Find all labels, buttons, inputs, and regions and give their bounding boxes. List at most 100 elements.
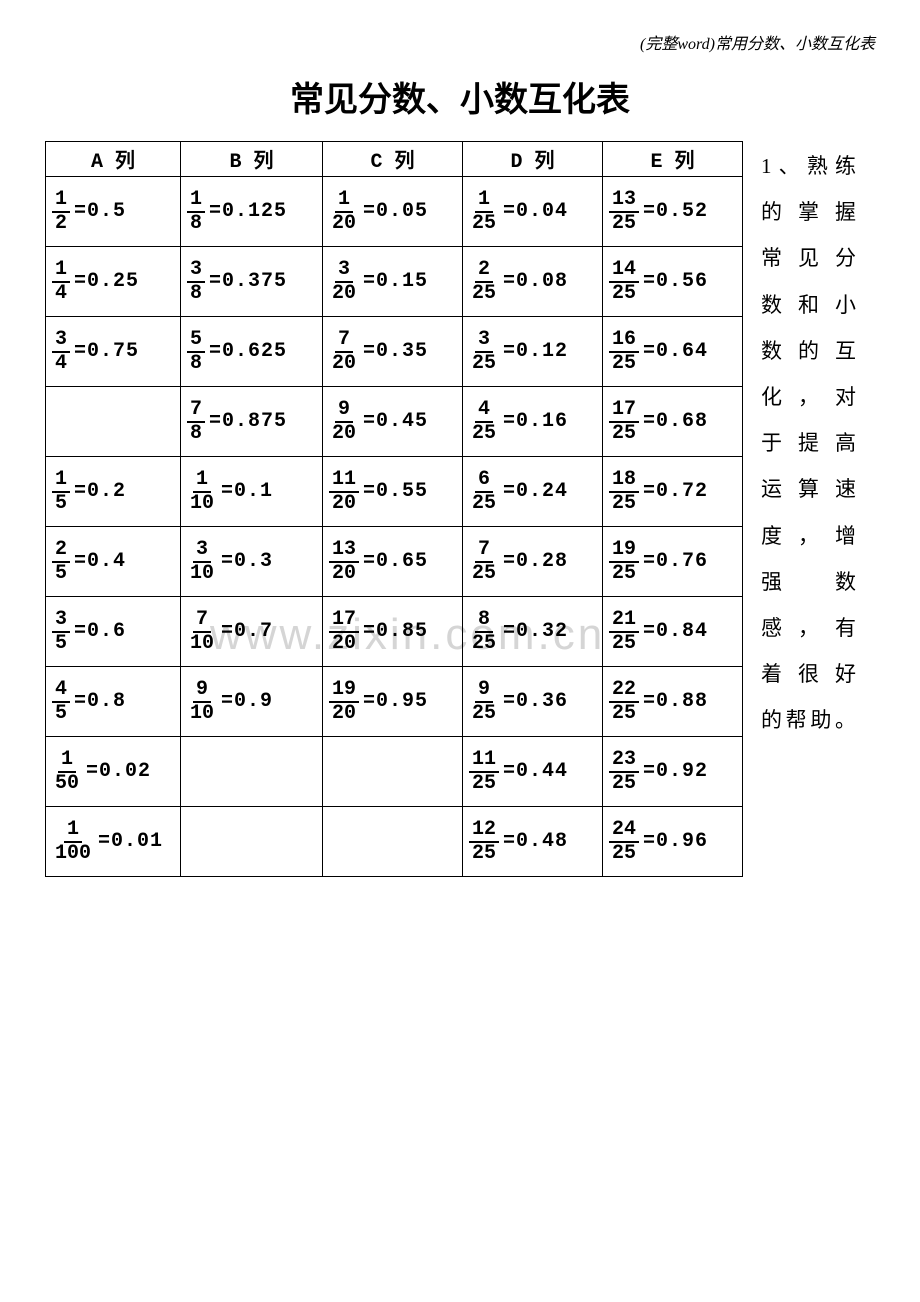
table-header: D 列 xyxy=(463,142,603,177)
denominator: 25 xyxy=(469,493,499,514)
fraction-cell: 910 =0.9 xyxy=(187,680,316,724)
fraction-cell: 15 =0.2 xyxy=(52,470,174,514)
decimal-value: =0.08 xyxy=(503,270,568,293)
fraction: 310 xyxy=(187,540,217,584)
numerator: 2 xyxy=(52,540,70,563)
fraction-cell: 2325 =0.92 xyxy=(609,750,736,794)
decimal-value: =0.64 xyxy=(643,340,708,363)
content-wrapper: A 列B 列C 列D 列E 列 12 =0.518 =0.125120 =0.0… xyxy=(45,141,875,877)
fraction: 225 xyxy=(469,260,499,304)
fraction-cell: 150 =0.02 xyxy=(52,750,174,794)
side-text-line: 度，增 xyxy=(761,513,856,559)
side-text-line: 数和小 xyxy=(761,282,856,328)
numerator: 7 xyxy=(475,540,493,563)
table-row: 35 =0.6710 =0.71720 =0.85825 =0.322125 =… xyxy=(46,597,743,667)
numerator: 9 xyxy=(335,400,353,423)
decimal-value: =0.2 xyxy=(74,480,126,503)
numerator: 3 xyxy=(52,610,70,633)
table-cell: 1725 =0.68 xyxy=(603,387,743,457)
table-cell: 1925 =0.76 xyxy=(603,527,743,597)
numerator: 2 xyxy=(475,260,493,283)
decimal-value: =0.55 xyxy=(363,480,428,503)
denominator: 25 xyxy=(609,213,639,234)
numerator: 1 xyxy=(52,260,70,283)
fraction-cell: 710 =0.7 xyxy=(187,610,316,654)
table-cell: 58 =0.625 xyxy=(181,317,323,387)
decimal-value: =0.4 xyxy=(74,550,126,573)
numerator: 1 xyxy=(52,190,70,213)
fraction-cell: 2125 =0.84 xyxy=(609,610,736,654)
fraction-cell: 1125 =0.44 xyxy=(469,750,596,794)
numerator: 22 xyxy=(609,680,639,703)
fraction: 920 xyxy=(329,400,359,444)
denominator: 20 xyxy=(329,563,359,584)
decimal-value: =0.95 xyxy=(363,690,428,713)
fraction: 725 xyxy=(469,540,499,584)
table-cell: 1100 =0.01 xyxy=(46,807,181,877)
decimal-value: =0.45 xyxy=(363,410,428,433)
numerator: 5 xyxy=(187,330,205,353)
fraction: 625 xyxy=(469,470,499,514)
side-text-line: 的掌握 xyxy=(761,189,856,235)
fraction-cell: 18 =0.125 xyxy=(187,190,316,234)
numerator: 3 xyxy=(187,260,205,283)
fraction-cell: 1325 =0.52 xyxy=(609,190,736,234)
fraction-table: A 列B 列C 列D 列E 列 12 =0.518 =0.125120 =0.0… xyxy=(45,141,743,877)
table-cell: 825 =0.32 xyxy=(463,597,603,667)
table-header: C 列 xyxy=(323,142,463,177)
table-cell: 78 =0.875 xyxy=(181,387,323,457)
table-cell xyxy=(181,807,323,877)
fraction-cell: 14 =0.25 xyxy=(52,260,174,304)
table-cell: 120 =0.05 xyxy=(323,177,463,247)
fraction: 78 xyxy=(187,400,205,444)
decimal-value: =0.96 xyxy=(643,830,708,853)
fraction: 1120 xyxy=(329,470,359,514)
fraction-cell: 1320 =0.65 xyxy=(329,540,456,584)
side-text-line: 化，对 xyxy=(761,374,856,420)
fraction-cell: 2425 =0.96 xyxy=(609,820,736,864)
fraction: 1425 xyxy=(609,260,639,304)
decimal-value: =0.9 xyxy=(221,690,273,713)
numerator: 3 xyxy=(193,540,211,563)
table-cell: 710 =0.7 xyxy=(181,597,323,667)
fraction-cell: 125 =0.04 xyxy=(469,190,596,234)
fraction-cell: 35 =0.6 xyxy=(52,610,174,654)
denominator: 4 xyxy=(52,353,70,374)
decimal-value: =0.125 xyxy=(209,200,287,223)
fraction: 2425 xyxy=(609,820,639,864)
numerator: 18 xyxy=(609,470,639,493)
denominator: 5 xyxy=(52,493,70,514)
fraction-cell: 1825 =0.72 xyxy=(609,470,736,514)
decimal-value: =0.28 xyxy=(503,550,568,573)
numerator: 12 xyxy=(469,820,499,843)
table-cell: 310 =0.3 xyxy=(181,527,323,597)
side-text-line: 运算速 xyxy=(761,466,856,512)
denominator: 25 xyxy=(609,563,639,584)
denominator: 25 xyxy=(609,493,639,514)
fraction-cell: 2225 =0.88 xyxy=(609,680,736,724)
denominator: 25 xyxy=(609,633,639,654)
decimal-value: =0.32 xyxy=(503,620,568,643)
denominator: 25 xyxy=(469,773,499,794)
table-cell: 34 =0.75 xyxy=(46,317,181,387)
decimal-value: =0.6 xyxy=(74,620,126,643)
fraction-cell: 1625 =0.64 xyxy=(609,330,736,374)
numerator: 6 xyxy=(475,470,493,493)
fraction-cell: 1925 =0.76 xyxy=(609,540,736,584)
fraction: 45 xyxy=(52,680,70,724)
table-cell: 2325 =0.92 xyxy=(603,737,743,807)
numerator: 11 xyxy=(469,750,499,773)
fraction: 1125 xyxy=(469,750,499,794)
decimal-value: =0.15 xyxy=(363,270,428,293)
decimal-value: =0.5 xyxy=(74,200,126,223)
fraction: 1825 xyxy=(609,470,639,514)
fraction: 58 xyxy=(187,330,205,374)
fraction-cell: 58 =0.625 xyxy=(187,330,316,374)
decimal-value: =0.02 xyxy=(86,760,151,783)
fraction: 1320 xyxy=(329,540,359,584)
denominator: 20 xyxy=(329,703,359,724)
table-cell xyxy=(323,737,463,807)
decimal-value: =0.92 xyxy=(643,760,708,783)
denominator: 50 xyxy=(52,773,82,794)
table-cell: 225 =0.08 xyxy=(463,247,603,317)
